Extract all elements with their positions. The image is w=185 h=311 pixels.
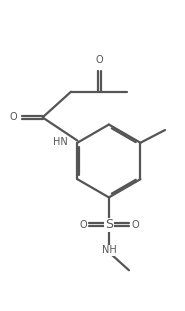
Text: HN: HN (53, 137, 67, 147)
Text: O: O (95, 55, 103, 65)
Text: NH: NH (102, 245, 116, 255)
Text: S: S (105, 218, 113, 231)
Text: O: O (10, 112, 17, 122)
Text: O: O (79, 220, 87, 230)
Text: O: O (131, 220, 139, 230)
